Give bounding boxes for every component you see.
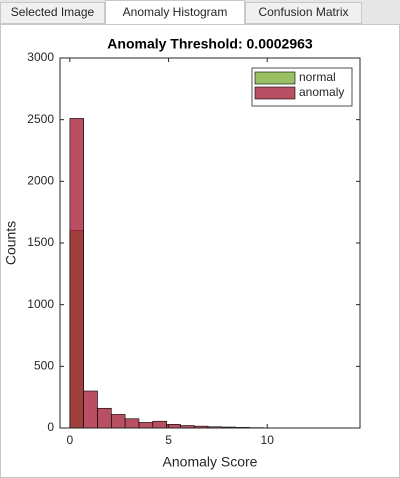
legend-label: normal [299,70,336,84]
legend-swatch [254,71,296,85]
legend-label: anomaly [299,85,344,99]
tab-label[interactable]: Anomaly Histogram [123,5,228,19]
tab-label[interactable]: Confusion Matrix [258,5,348,19]
tab-label[interactable]: Selected Image [11,5,95,19]
y-tick-label: 1000 [27,297,54,311]
y-tick-label: 1500 [27,235,54,249]
legend-swatch [254,86,296,100]
histogram-bar [69,118,84,429]
histogram-bar [83,390,98,429]
histogram-bar [152,420,167,429]
histogram-bar [111,414,126,429]
y-tick-label: 500 [34,359,54,373]
x-axis-label: Anomaly Score [163,454,258,470]
tab[interactable] [105,0,245,25]
y-tick-label: 0 [47,420,54,434]
y-tick-label: 3000 [27,50,54,64]
x-tick-label: 0 [67,433,74,447]
tab[interactable] [245,2,362,24]
histogram-bar [138,422,154,429]
plot-area [60,58,360,428]
axes-box [59,57,361,429]
histogram-bar [124,418,140,429]
y-tick-label: 2000 [27,174,54,188]
histogram-bar [97,407,112,429]
tab[interactable] [0,2,105,24]
y-axis-label: Counts [3,221,19,265]
chart-title: Anomaly Threshold: 0.0002963 [107,36,313,52]
x-tick-label: 10 [261,433,275,447]
x-tick-label: 5 [165,433,172,447]
y-tick-label: 2500 [27,112,54,126]
